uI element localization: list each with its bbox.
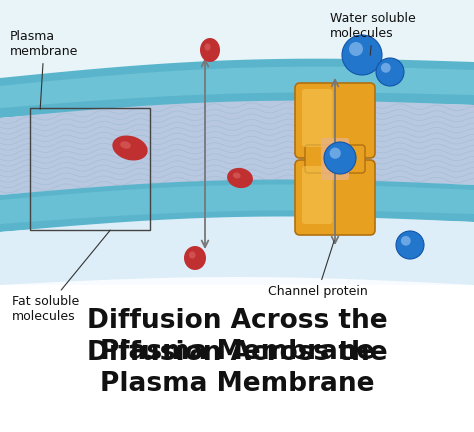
Bar bbox=[30, 108, 150, 230]
Circle shape bbox=[376, 58, 404, 86]
Polygon shape bbox=[0, 179, 474, 232]
Polygon shape bbox=[0, 59, 474, 118]
Text: Plasma
membrane: Plasma membrane bbox=[10, 30, 78, 109]
Text: Water soluble
molecules: Water soluble molecules bbox=[330, 12, 416, 55]
Circle shape bbox=[401, 236, 410, 246]
Circle shape bbox=[324, 142, 356, 174]
Ellipse shape bbox=[204, 43, 210, 51]
FancyBboxPatch shape bbox=[295, 160, 375, 235]
Bar bbox=[0, 0, 474, 90]
Ellipse shape bbox=[189, 251, 196, 259]
Bar bbox=[0, 288, 474, 432]
Polygon shape bbox=[0, 67, 474, 108]
FancyBboxPatch shape bbox=[321, 138, 349, 180]
FancyBboxPatch shape bbox=[302, 166, 332, 224]
Bar bbox=[0, 0, 474, 285]
Circle shape bbox=[381, 63, 391, 73]
Circle shape bbox=[349, 42, 363, 56]
Text: Diffusion Across the
Plasma Membrane: Diffusion Across the Plasma Membrane bbox=[87, 340, 387, 397]
Text: Fat soluble
molecules: Fat soluble molecules bbox=[12, 230, 110, 323]
Circle shape bbox=[342, 35, 382, 75]
Ellipse shape bbox=[184, 246, 206, 270]
Circle shape bbox=[329, 148, 341, 159]
Polygon shape bbox=[0, 184, 474, 224]
Ellipse shape bbox=[233, 172, 241, 178]
Text: Diffusion Across the
Plasma Membrane: Diffusion Across the Plasma Membrane bbox=[87, 308, 387, 365]
FancyBboxPatch shape bbox=[305, 145, 365, 173]
Ellipse shape bbox=[120, 141, 131, 149]
Ellipse shape bbox=[112, 136, 148, 161]
FancyBboxPatch shape bbox=[295, 83, 375, 158]
FancyBboxPatch shape bbox=[302, 89, 332, 147]
Circle shape bbox=[396, 231, 424, 259]
Text: Channel protein: Channel protein bbox=[268, 241, 368, 298]
Ellipse shape bbox=[200, 38, 220, 62]
Polygon shape bbox=[0, 101, 474, 195]
Polygon shape bbox=[0, 216, 474, 285]
Ellipse shape bbox=[227, 168, 253, 188]
